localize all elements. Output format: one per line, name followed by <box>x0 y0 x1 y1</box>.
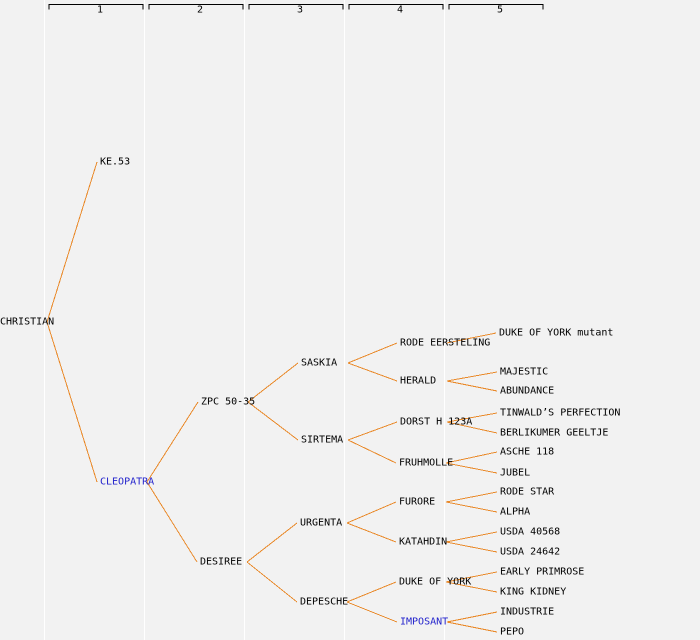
node-saskia: SASKIA <box>301 357 338 369</box>
node-sirtema: SIRTEMA <box>301 434 344 446</box>
node-tinwalds-perfection: TINWALD’S PERFECTION <box>500 407 621 419</box>
pedigree-edge-cleopatra--zpc-50-35 <box>146 401 199 483</box>
node-desiree: DESIREE <box>200 556 243 568</box>
pedigree-edge-urgenta--katahdin <box>346 522 397 543</box>
pedigree-edge-imposant--industrie <box>446 611 498 623</box>
generation-bracket-4 <box>348 4 444 10</box>
node-usda-24642: USDA 24642 <box>500 546 561 558</box>
node-depesche: DEPESCHE <box>300 596 349 608</box>
node-asche-118: ASCHE 118 <box>500 446 555 458</box>
node-king-kidney: KING KIDNEY <box>500 586 567 598</box>
pedigree-edge-dorst-h-123a--berlikumer-geeltje <box>446 421 498 434</box>
pedigree-edge-sirtema--dorst-h-123a <box>347 421 398 441</box>
node-industrie: INDUSTRIE <box>500 606 555 618</box>
generation-number-2: 2 <box>196 4 204 16</box>
generation-bracket-2 <box>148 4 244 10</box>
node-usda-40568: USDA 40568 <box>500 526 561 538</box>
generation-number-3: 3 <box>296 4 304 16</box>
node-alpha: ALPHA <box>500 506 531 518</box>
pedigree-edge-sirtema--fruhmolle <box>347 439 397 464</box>
node-duke-of-york: DUKE OF YORK <box>399 576 472 588</box>
node-jubel: JUBEL <box>500 467 531 479</box>
node-abundance: ABUNDANCE <box>500 385 555 397</box>
node-imposant[interactable]: IMPOSANT <box>400 616 449 628</box>
pedigree-edge-duke-of-york--early-primrose <box>445 571 498 583</box>
pedigree-edge-imposant--pepo <box>446 621 498 633</box>
node-furore: FURORE <box>399 496 436 508</box>
pedigree-edge-fruhmolle--jubel <box>445 462 498 474</box>
pedigree-edge-desiree--urgenta <box>246 522 298 563</box>
pedigree-edge-katahdin--usda-24642 <box>445 541 498 553</box>
node-pepo: PEPO <box>500 626 525 638</box>
pedigree-edge-depesche--duke-of-york <box>346 581 397 603</box>
pedigree-edge-saskia--herald <box>347 362 398 382</box>
generation-bracket-5 <box>448 4 544 10</box>
node-katahdin: KATAHDIN <box>399 536 448 548</box>
generation-number-5: 5 <box>496 4 504 16</box>
node-ke-53: KE.53 <box>100 156 131 168</box>
node-rode-star: RODE STAR <box>500 486 555 498</box>
pedigree-edge-zpc-50-35--sirtema <box>247 401 299 441</box>
generation-number-1: 1 <box>96 4 104 16</box>
pedigree-edge-christian--ke-53 <box>46 161 98 323</box>
pedigree-edge-urgenta--furore <box>346 501 397 524</box>
node-fruhmolle: FRUHMOLLE <box>399 457 454 469</box>
node-herald: HERALD <box>400 375 437 387</box>
pedigree-edge-furore--alpha <box>445 501 498 513</box>
pedigree-edge-zpc-50-35--saskia <box>247 362 299 403</box>
generation-bracket-3 <box>248 4 344 10</box>
pedigree-edge-fruhmolle--asche-118 <box>445 451 498 464</box>
node-duke-of-york-mutant: DUKE OF YORK mutant <box>499 327 614 339</box>
node-zpc-50-35: ZPC 50-35 <box>201 396 256 408</box>
pedigree-edge-saskia--rode-eersteling <box>347 342 398 364</box>
pedigree-edge-dorst-h-123a--tinwalds-perfection <box>446 412 498 423</box>
node-berlikumer-geeltje: BERLIKUMER GEELTJE <box>500 427 609 439</box>
pedigree-edge-herald--majestic <box>446 371 498 382</box>
pedigree-edge-furore--rode-star <box>445 491 498 503</box>
node-majestic: MAJESTIC <box>500 366 549 378</box>
pedigree-edge-rode-eersteling--duke-of-york-mutant <box>446 332 497 344</box>
node-cleopatra[interactable]: CLEOPATRA <box>100 476 155 488</box>
node-christian: CHRISTIAN <box>0 316 55 328</box>
pedigree-edge-katahdin--usda-40568 <box>445 531 498 543</box>
pedigree-edge-duke-of-york--king-kidney <box>445 581 498 593</box>
pedigree-edge-cleopatra--desiree <box>146 481 198 563</box>
pedigree-edge-christian--cleopatra <box>46 321 98 483</box>
node-dorst-h-123a: DORST H 123A <box>400 416 473 428</box>
generation-bracket-1 <box>48 4 144 10</box>
pedigree-edge-depesche--imposant <box>346 601 398 623</box>
node-urgenta: URGENTA <box>300 517 343 529</box>
node-early-primrose: EARLY PRIMROSE <box>500 566 585 578</box>
node-rode-eersteling: RODE EERSTELING <box>400 337 491 349</box>
pedigree-edge-herald--abundance <box>446 380 498 392</box>
pedigree-edge-desiree--depesche <box>246 561 298 603</box>
generation-number-4: 4 <box>396 4 404 16</box>
